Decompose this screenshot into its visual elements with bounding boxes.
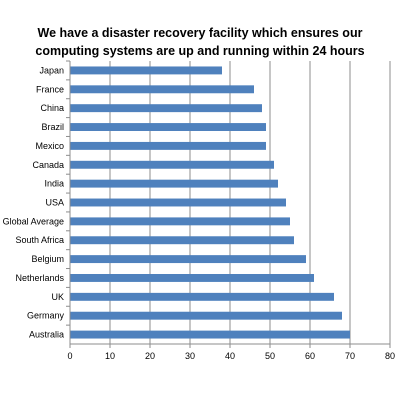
x-tick-label-7: 70	[345, 351, 355, 361]
bar-1	[70, 85, 254, 94]
bar-4	[70, 141, 266, 150]
bar-14	[70, 330, 350, 339]
category-label-14: Australia	[29, 330, 64, 340]
x-tick-label-0: 0	[67, 351, 72, 361]
x-tick-label-1: 10	[105, 351, 115, 361]
x-tick-label-8: 80	[385, 351, 395, 361]
chart-title-line-1: We have a disaster recovery facility whi…	[38, 26, 363, 40]
category-label-8: Global Average	[3, 216, 64, 226]
bar-11	[70, 274, 314, 282]
x-tick-label-5: 50	[265, 351, 275, 361]
x-tick-label-3: 30	[185, 351, 195, 361]
category-label-7: USA	[45, 198, 64, 208]
bar-3	[70, 123, 266, 131]
category-label-0: Japan	[39, 65, 64, 75]
chart-title-line-2: computing systems are up and running wit…	[35, 44, 364, 58]
bar-0	[70, 66, 222, 75]
x-tick-labels: 0 10 20 30 40 50 60 70 80	[67, 344, 395, 361]
category-label-9: South Africa	[15, 235, 64, 245]
bar-12	[70, 292, 334, 301]
category-label-3: Brazil	[41, 122, 64, 132]
bar-5	[70, 160, 274, 169]
bar-8	[70, 217, 290, 226]
category-label-10: Belgium	[31, 254, 64, 264]
category-label-2: China	[40, 103, 64, 113]
x-tick-label-2: 20	[145, 351, 155, 361]
chart-title: We have a disaster recovery facility whi…	[35, 26, 364, 58]
bar-9	[70, 236, 294, 245]
bar-7	[70, 198, 286, 207]
category-labels: Japan France China Brazil Mexico Canada India U…	[3, 60, 70, 340]
category-label-13: Germany	[27, 311, 65, 321]
bar-13	[70, 311, 342, 320]
x-tick-label-4: 40	[225, 351, 235, 361]
bar-2	[70, 104, 262, 113]
x-tick-label-6: 60	[305, 351, 315, 361]
category-label-1: France	[36, 84, 64, 94]
category-label-11: Netherlands	[15, 273, 64, 283]
category-label-6: India	[44, 179, 64, 189]
category-label-5: Canada	[32, 160, 64, 170]
category-label-12: UK	[51, 292, 64, 302]
bars	[70, 66, 350, 339]
category-label-4: Mexico	[35, 141, 64, 151]
bar-10	[70, 255, 306, 264]
bar-6	[70, 179, 278, 188]
